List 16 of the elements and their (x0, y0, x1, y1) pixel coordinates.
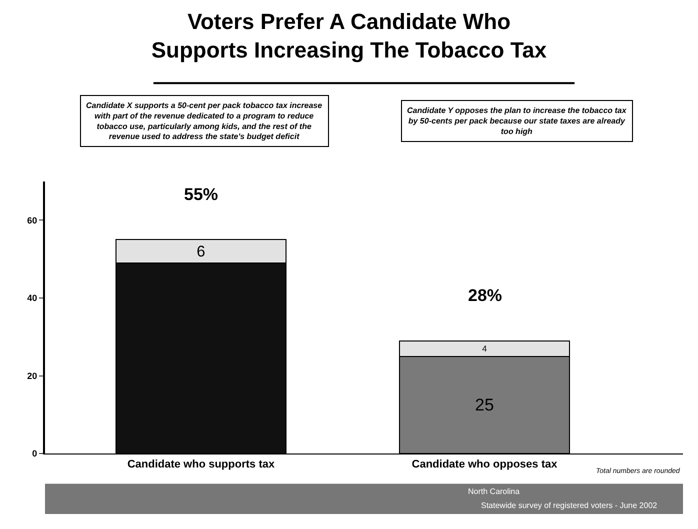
data-label: 25 (475, 395, 494, 414)
data-label: 6 (196, 243, 206, 260)
text: Candidate X supports a 50-cent per pack tobacco tax increase with part of the revenue dedicated to a program to reduce tobacco use, particularly among kids, and the rest of the revenue used to address the state's budget deficit (86, 101, 323, 142)
text: Statewide survey of registered voters - June 2002 (481, 501, 658, 510)
y-tick-label: 40 (27, 293, 38, 304)
total-label: 55% (184, 185, 218, 204)
total-label: 28% (468, 286, 502, 305)
data-label: 4 (482, 343, 488, 354)
x-tick-label: Candidate who supports tax (127, 458, 276, 471)
x-tick-label: Candidate who opposes tax (412, 458, 558, 471)
text: North Carolina (468, 487, 520, 496)
y-tick-label: 20 (27, 370, 38, 381)
text: Candidate Y opposes the plan to increase the tobacco tax by 50-cents per pack because our state taxes are already too high (407, 106, 627, 136)
y-tick-label: 60 (27, 215, 38, 226)
chart-title: Voters Prefer A Candidate Who Supports Increasing The Tobacco Tax (151, 9, 548, 63)
y-tick-label: 0 (32, 448, 38, 459)
